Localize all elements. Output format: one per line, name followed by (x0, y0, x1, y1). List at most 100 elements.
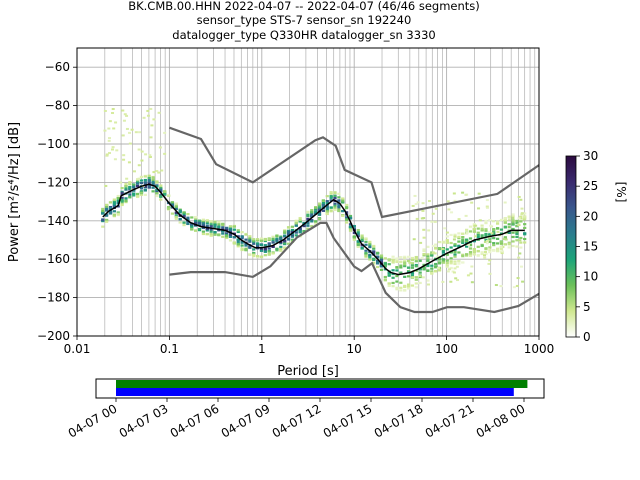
density-cell (116, 213, 120, 217)
density-cell (418, 274, 422, 277)
density-cell (412, 238, 416, 241)
density-cell (465, 245, 469, 248)
density-cell (457, 240, 461, 243)
density-cell (422, 263, 426, 266)
density-cell (333, 196, 337, 200)
density-cell (492, 242, 496, 245)
density-cell (406, 275, 411, 278)
density-cell (503, 217, 507, 220)
density-cell (236, 238, 240, 241)
density-cell (465, 232, 469, 235)
density-cell (116, 211, 120, 214)
density-cell (383, 275, 387, 279)
density-cell (221, 226, 225, 229)
density-cell (519, 215, 523, 218)
density-cell (445, 265, 449, 268)
density-cell (217, 234, 221, 237)
density-cell (477, 192, 481, 195)
density-cell (421, 209, 425, 212)
density-cell (465, 238, 469, 241)
density-cell (321, 209, 325, 212)
density-cell (104, 184, 108, 187)
density-cell (248, 240, 252, 243)
density-cell (515, 284, 519, 287)
density-cell (441, 249, 445, 252)
density-cell (457, 244, 461, 247)
density-cell (317, 206, 322, 209)
density-cell (470, 201, 474, 204)
density-cell (298, 218, 302, 221)
density-cell (290, 235, 295, 238)
density-cell (352, 237, 356, 240)
density-cell (485, 242, 489, 245)
density-cell (348, 225, 353, 229)
density-cell (430, 220, 434, 223)
density-cell (345, 211, 349, 214)
density-cell (520, 212, 524, 215)
density-cell (279, 245, 283, 248)
density-cell (306, 210, 310, 213)
density-cell (487, 262, 491, 265)
density-cell (488, 259, 492, 262)
density-cell (263, 248, 267, 252)
density-cell (414, 282, 418, 285)
density-cell (174, 217, 178, 220)
density-cell (430, 252, 434, 255)
density-cell (201, 220, 206, 223)
x-tick-label: 0.01 (64, 342, 91, 356)
density-cell (128, 187, 132, 190)
colorbar-label: [%] (614, 182, 628, 203)
density-cell (480, 234, 484, 237)
density-cell (523, 212, 527, 215)
density-cell (457, 251, 461, 254)
density-cell (267, 250, 271, 253)
density-cell (379, 254, 384, 257)
density-cell (105, 207, 109, 210)
density-cell (101, 225, 105, 228)
y-axis-ticks: −200 −180 −160 −140 −120 −100 −80 −60 (37, 60, 77, 343)
density-cell (279, 249, 283, 252)
density-cell (271, 239, 275, 242)
density-cell (422, 254, 426, 257)
density-cell (286, 226, 291, 229)
density-cell (472, 253, 476, 256)
density-cell (422, 248, 426, 251)
density-cell (430, 267, 434, 270)
density-cell (152, 171, 156, 174)
density-cell (480, 252, 484, 256)
density-cell (333, 206, 337, 209)
mode-curve (102, 183, 525, 276)
density-cell (507, 218, 511, 221)
density-cell (496, 230, 500, 233)
density-cell (228, 228, 233, 231)
density-cell (228, 239, 233, 242)
density-cell (437, 240, 442, 244)
density-cell (283, 234, 287, 237)
density-cell (325, 207, 329, 210)
density-cell (116, 194, 120, 198)
density-cell (182, 224, 186, 227)
density-cell (132, 189, 136, 192)
colorbar-tick-label: 10 (583, 270, 598, 284)
density-cell (159, 194, 163, 197)
density-cell (124, 199, 128, 202)
density-cell (414, 263, 418, 267)
density-cell (163, 190, 167, 194)
y-tick-label: −160 (37, 252, 70, 266)
noise-model-low-line (169, 221, 540, 314)
density-cell (403, 260, 407, 263)
density-cell (520, 213, 524, 216)
density-cell (476, 233, 480, 237)
density-cell (476, 231, 480, 234)
density-cell (348, 227, 353, 230)
density-cell (314, 208, 318, 211)
density-cell (480, 251, 484, 254)
density-cell (391, 281, 395, 285)
density-cell (348, 229, 353, 232)
density-cell (453, 233, 457, 236)
density-cell (149, 136, 153, 139)
density-cell (137, 148, 141, 151)
density-cell (495, 222, 500, 225)
density-cell (515, 245, 519, 248)
density-cell (352, 235, 356, 238)
